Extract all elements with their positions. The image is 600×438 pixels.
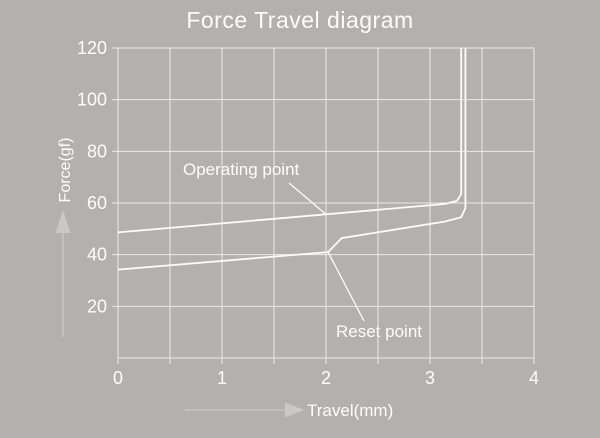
x-tick-label: 4 xyxy=(529,368,539,388)
y-tick-label: 100 xyxy=(77,90,107,110)
right-arrow-icon xyxy=(285,402,304,418)
y-tick-label: 80 xyxy=(87,141,107,161)
x-axis-label: Travel(mm) xyxy=(307,401,394,420)
x-tick-label: 1 xyxy=(217,368,227,388)
up-arrow-icon xyxy=(55,210,71,233)
operating-point-label: Operating point xyxy=(183,160,300,179)
x-tick-label: 3 xyxy=(425,368,435,388)
x-tick-label: 0 xyxy=(113,368,123,388)
y-tick-label: 60 xyxy=(87,193,107,213)
operating-point-leader-line xyxy=(288,182,327,215)
y-axis-label: Force(gf) xyxy=(57,137,74,203)
chart-title: Force Travel diagram xyxy=(186,7,414,33)
reset-point-leader-line xyxy=(327,251,365,322)
x-tick-label: 2 xyxy=(321,368,331,388)
press-curve xyxy=(117,48,463,234)
y-tick-label: 120 xyxy=(77,38,107,58)
y-tick-label: 20 xyxy=(87,296,107,316)
reset-point-label: Reset point xyxy=(336,322,422,341)
y-tick-label: 40 xyxy=(87,245,107,265)
